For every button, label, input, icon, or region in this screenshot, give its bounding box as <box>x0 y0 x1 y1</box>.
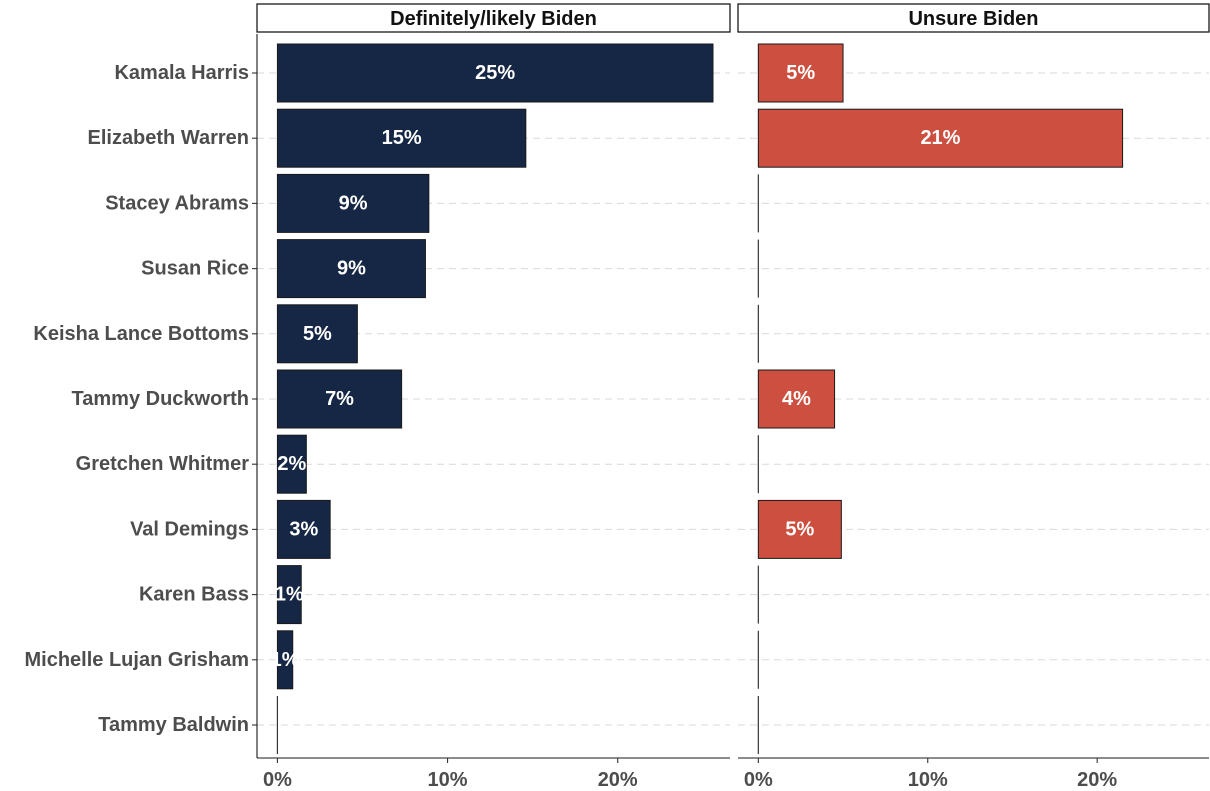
bar-val-demings <box>276 499 331 559</box>
data-label-keisha-lance-bottoms: 5% <box>303 323 332 345</box>
y-tick-label-elizabeth-warren: Elizabeth Warren <box>87 127 249 149</box>
x-tick-label: 20% <box>1077 769 1117 791</box>
y-tick-label-stacey-abrams: Stacey Abrams <box>105 192 249 214</box>
y-tick-label-gretchen-whitmer: Gretchen Whitmer <box>76 453 250 475</box>
facet-strip <box>737 3 1210 33</box>
bar-tammy-duckworth <box>276 369 403 429</box>
data-label-tammy-duckworth: 4% <box>782 388 811 410</box>
facet-strip <box>256 3 731 33</box>
y-tick-label-tammy-baldwin: Tammy Baldwin <box>98 714 249 736</box>
y-tick-label-keisha-lance-bottoms: Keisha Lance Bottoms <box>33 323 249 345</box>
y-axis: Kamala Harris Elizabeth Warren Stacey Abra… <box>24 62 257 736</box>
data-label-val-demings: 3% <box>289 518 318 540</box>
x-tick-label: 0% <box>263 769 292 791</box>
bar-elizabeth-warren <box>757 108 1124 168</box>
facet-strip-title: Definitely/likely Biden <box>390 8 597 30</box>
bar-michelle-lujan-grisham <box>276 630 294 690</box>
y-tick-label-kamala-harris: Kamala Harris <box>114 62 249 84</box>
x-tick-label: 0% <box>744 769 773 791</box>
bar-tammy-duckworth <box>757 369 836 429</box>
data-label-kamala-harris: 5% <box>786 62 815 84</box>
facet-panel-definitely-likely-biden: Definitely/likely Biden 25% 15% 9% 9% 5% 7% 2% 3… <box>256 3 731 791</box>
bar-stacey-abrams <box>276 173 430 233</box>
data-label-tammy-duckworth: 7% <box>325 388 354 410</box>
bar-keisha-lance-bottoms <box>276 304 358 364</box>
y-tick-label-michelle-lujan-grisham: Michelle Lujan Grisham <box>24 649 249 671</box>
bar-karen-bass <box>276 565 302 625</box>
data-label-michelle-lujan-grisham: 1% <box>271 649 300 671</box>
x-tick-label: 10% <box>428 769 468 791</box>
bar-kamala-harris <box>276 43 714 103</box>
data-label-val-demings: 5% <box>785 518 814 540</box>
data-label-gretchen-whitmer: 2% <box>277 453 306 475</box>
data-label-elizabeth-warren: 15% <box>382 127 422 149</box>
facet-strip-title: Unsure Biden <box>908 8 1038 30</box>
data-label-susan-rice: 9% <box>337 258 366 280</box>
data-label-kamala-harris: 25% <box>475 62 515 84</box>
bar-gretchen-whitmer <box>276 434 307 494</box>
data-label-elizabeth-warren: 21% <box>920 127 960 149</box>
y-tick-label-tammy-duckworth: Tammy Duckworth <box>72 388 249 410</box>
x-tick-label: 10% <box>908 769 948 791</box>
bar-susan-rice <box>276 239 426 299</box>
y-tick-label-val-demings: Val Demings <box>130 518 249 540</box>
bar-kamala-harris <box>757 43 844 103</box>
bar-val-demings <box>757 499 842 559</box>
data-label-karen-bass: 1% <box>275 584 304 606</box>
data-label-stacey-abrams: 9% <box>339 192 368 214</box>
y-tick-label-karen-bass: Karen Bass <box>139 584 249 606</box>
facet-panel-unsure-biden: Unsure Biden 5% 21% 4% 5% 0% 10% 20% <box>737 3 1210 791</box>
bar-elizabeth-warren <box>276 108 527 168</box>
y-tick-label-susan-rice: Susan Rice <box>141 258 249 280</box>
x-tick-label: 20% <box>598 769 638 791</box>
